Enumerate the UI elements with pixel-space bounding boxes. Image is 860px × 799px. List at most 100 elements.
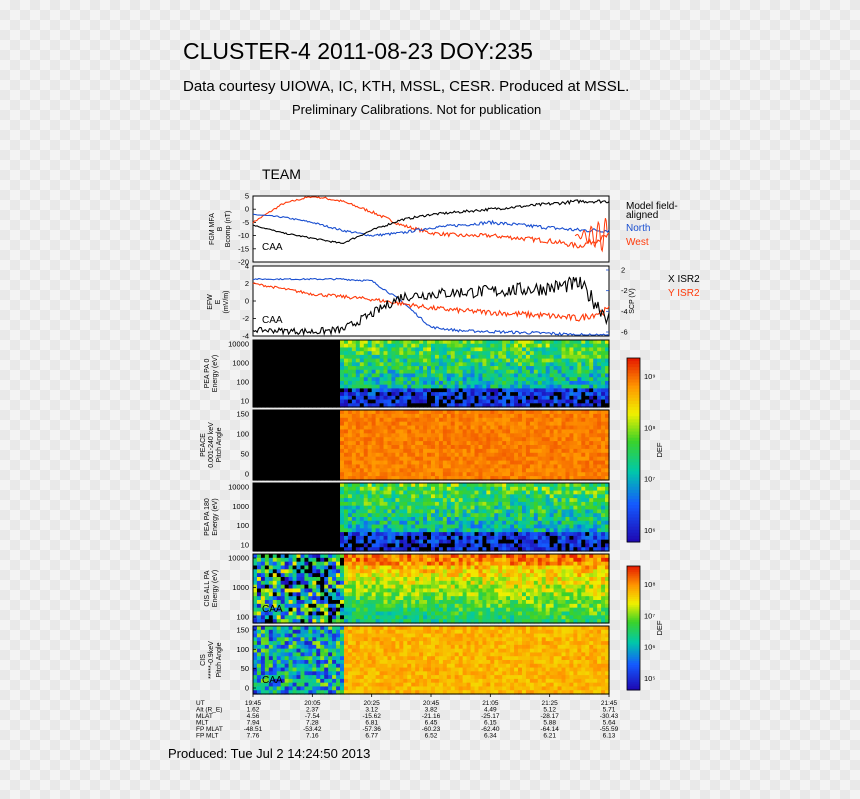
cis-pitch-y-axis-label: *****-0.9keV: [208, 641, 215, 679]
efw-y-axis-label: E: [215, 299, 222, 304]
cis-pitch-y-tick-label: 50: [241, 664, 249, 673]
fgm-y-tick-label: 5: [245, 192, 249, 201]
pea-pa180-y-axis-label: Energy (eV): [212, 498, 219, 535]
legend-aligned: aligned: [626, 210, 658, 221]
fgm-north-line: [252, 213, 610, 237]
ephemeris-value: -55.59: [600, 726, 619, 733]
efw-y-isr2-line: [252, 282, 610, 322]
ephemeris-value: -57.36: [362, 726, 381, 733]
peace-pitch-y-tick-label: 150: [236, 410, 249, 419]
peace-pitch-cells: [253, 410, 610, 481]
legend-model-field: Model field-: [626, 201, 678, 212]
efw-y-tick-label: 0: [245, 297, 249, 306]
cis-energy-cells: [253, 554, 610, 624]
fgm-y-tick-label: 0: [245, 205, 249, 214]
ephemeris-value: 5.12: [543, 707, 556, 714]
cis-energy-y-axis-label: Energy (eV): [212, 570, 219, 607]
efw-y2-axis-label: SCP (V): [629, 288, 636, 314]
cis-energy-y-tick-label: 1000: [232, 583, 249, 592]
pea-pa180-y-tick-label: 10000: [228, 483, 249, 492]
pea-colorbar-tick-label: 10⁸: [644, 423, 656, 432]
ephemeris-value: 4.49: [484, 707, 497, 714]
peace-pitch-frame: [252, 409, 610, 481]
cis-energy-frame: [252, 553, 610, 624]
ephemeris-value: 19:45: [245, 700, 262, 707]
ephemeris-value: 6.77: [365, 733, 378, 740]
cis-colorbar-tick-label: 10⁸: [644, 580, 656, 589]
pea-pa180-y-tick-label: 1000: [232, 502, 249, 511]
cis-energy-y-axis-label: CIS ALL PA: [204, 570, 211, 607]
ephemeris-value: -60.23: [422, 726, 441, 733]
pea-pa0-y-tick-label: 1000: [232, 359, 249, 368]
ephemeris-value: -64.14: [540, 726, 559, 733]
efw-y2-tick-label: 2: [621, 266, 625, 275]
pea-colorbar-gradient: [627, 358, 640, 543]
ephemeris-value: 6.45: [425, 720, 438, 727]
ephemeris-value: 21:45: [601, 700, 618, 707]
cis-pitch-y-tick-label: 0: [245, 684, 249, 693]
pea-colorbar-tick-label: 10⁹: [644, 372, 656, 381]
ephemeris-value: -21.16: [422, 713, 441, 720]
pea-pa180-cells: [253, 483, 610, 552]
ephemeris-value: 6.34: [484, 733, 497, 740]
peace-pitch-y-axis-label: PEACE: [200, 433, 207, 457]
calibration-note: Preliminary Calibrations. Not for public…: [292, 102, 542, 117]
pea-pa0-frame: [252, 339, 610, 408]
pea-pa0-y-tick-label: 100: [236, 378, 249, 387]
cis-colorbar-tick-label: 10⁵: [644, 674, 655, 683]
cis-colorbar-tick-label: 10⁶: [644, 643, 655, 652]
legend-y-isr2: Y ISR2: [668, 288, 700, 299]
cis-pitch-caa-tag: CAA: [262, 675, 283, 686]
pea-pa180-frame: [252, 482, 610, 552]
ephemeris-value: 6.52: [425, 733, 438, 740]
pea-pa0-y-tick-label: 10000: [228, 340, 249, 349]
efw-y-tick-label: -2: [242, 314, 249, 323]
cis-energy-y-tick-label: 10000: [228, 554, 249, 563]
ephemeris-value: -15.62: [362, 713, 381, 720]
efw-y2-tick-label: -6: [621, 328, 628, 337]
ephemeris-value: 6.13: [603, 733, 616, 740]
cis-pitch-y-tick-label: 100: [236, 645, 249, 654]
pea-pa0-y-axis-label: PEA PA 0: [204, 358, 211, 388]
ephemeris-value: 5.71: [603, 707, 616, 714]
ephemeris-label: Alt (R_E): [196, 707, 222, 714]
ephemeris-value: -7.54: [305, 713, 320, 720]
pea-pa0-y-axis-label: Energy (eV): [212, 355, 219, 392]
efw-y2-tick-label: -4: [621, 307, 628, 316]
legend-x-isr2: X ISR2: [668, 274, 700, 285]
ephemeris-value: -62.40: [481, 726, 500, 733]
ephemeris-value: 7.16: [306, 733, 319, 740]
ephemeris-value: -48.51: [244, 726, 263, 733]
peace-pitch-y-tick-label: 50: [241, 450, 249, 459]
ephemeris-value: 7.28: [306, 720, 319, 727]
efw-scp-line: [252, 277, 610, 336]
peace-pitch-y-axis-label: 0.001-240 keV: [208, 422, 215, 468]
data-credit: Data courtesy UIOWA, IC, KTH, MSSL, CESR…: [183, 78, 630, 95]
ephemeris-value: 4.56: [247, 713, 260, 720]
cis-colorbar-label: DEF: [655, 620, 664, 635]
peace-pitch-y-axis-label: Pitch Angle: [216, 427, 223, 462]
cis-pitch-y-axis-label: Pitch Angle: [216, 642, 223, 677]
fgm-y-tick-label: -20: [238, 258, 249, 267]
page-title: CLUSTER-4 2011-08-23 DOY:235: [183, 38, 533, 64]
ephemeris-value: 6.81: [365, 720, 378, 727]
fgm-field-aligned-line: [252, 199, 610, 244]
pea-pa180-y-axis-label: PEA PA 180: [204, 498, 211, 536]
fgm-y-axis-label: FGM MFA: [209, 213, 216, 245]
ephemeris-value: 1.62: [247, 707, 260, 714]
fgm-y-tick-label: -5: [242, 218, 249, 227]
efw-y2-tick-label: -2: [621, 286, 628, 295]
efw-y-tick-label: -4: [242, 332, 249, 341]
cis-energy-y-tick-label: 100: [236, 613, 249, 622]
efw-x-isr2-line: [252, 276, 610, 337]
cis-pitch-cells: [253, 626, 610, 695]
pea-pa180-y-tick-label: 100: [236, 521, 249, 530]
pea-pa0-y-tick-label: 10: [241, 397, 249, 406]
ephemeris-value: -25.17: [481, 713, 500, 720]
legend-north: North: [626, 223, 650, 234]
ephemeris-label: FP MLAT: [196, 726, 223, 733]
fgm-y-tick-label: -10: [238, 231, 249, 240]
efw-y-tick-label: 2: [245, 279, 249, 288]
pea-pa180-y-tick-label: 10: [241, 541, 249, 550]
ephemeris-value: 6.21: [543, 733, 556, 740]
